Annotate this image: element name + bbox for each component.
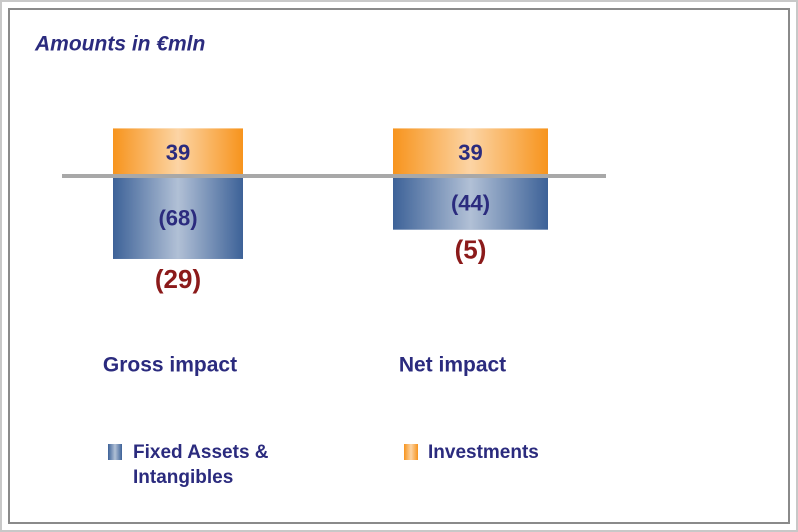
total-label: (5) bbox=[455, 235, 487, 265]
bar-shine bbox=[113, 128, 243, 176]
chart-title: Amounts in €mln bbox=[34, 33, 205, 56]
data-label: (68) bbox=[158, 205, 197, 230]
bar-shine bbox=[393, 128, 548, 176]
legend-label: Fixed Assets & Intangibles bbox=[133, 442, 269, 488]
total-label: (29) bbox=[155, 264, 201, 294]
data-label: 39 bbox=[458, 140, 482, 165]
data-label: 39 bbox=[166, 140, 190, 165]
legend-swatch-shine bbox=[404, 444, 418, 460]
inner-border bbox=[8, 8, 790, 524]
data-label: (44) bbox=[451, 191, 490, 216]
legend-swatch-shine bbox=[108, 444, 122, 460]
category-label: Net impact bbox=[399, 354, 506, 377]
category-label: Gross impact bbox=[103, 354, 237, 377]
bar-shine bbox=[113, 176, 243, 259]
bar-shine bbox=[393, 176, 548, 230]
legend-label: Investments bbox=[428, 442, 539, 463]
